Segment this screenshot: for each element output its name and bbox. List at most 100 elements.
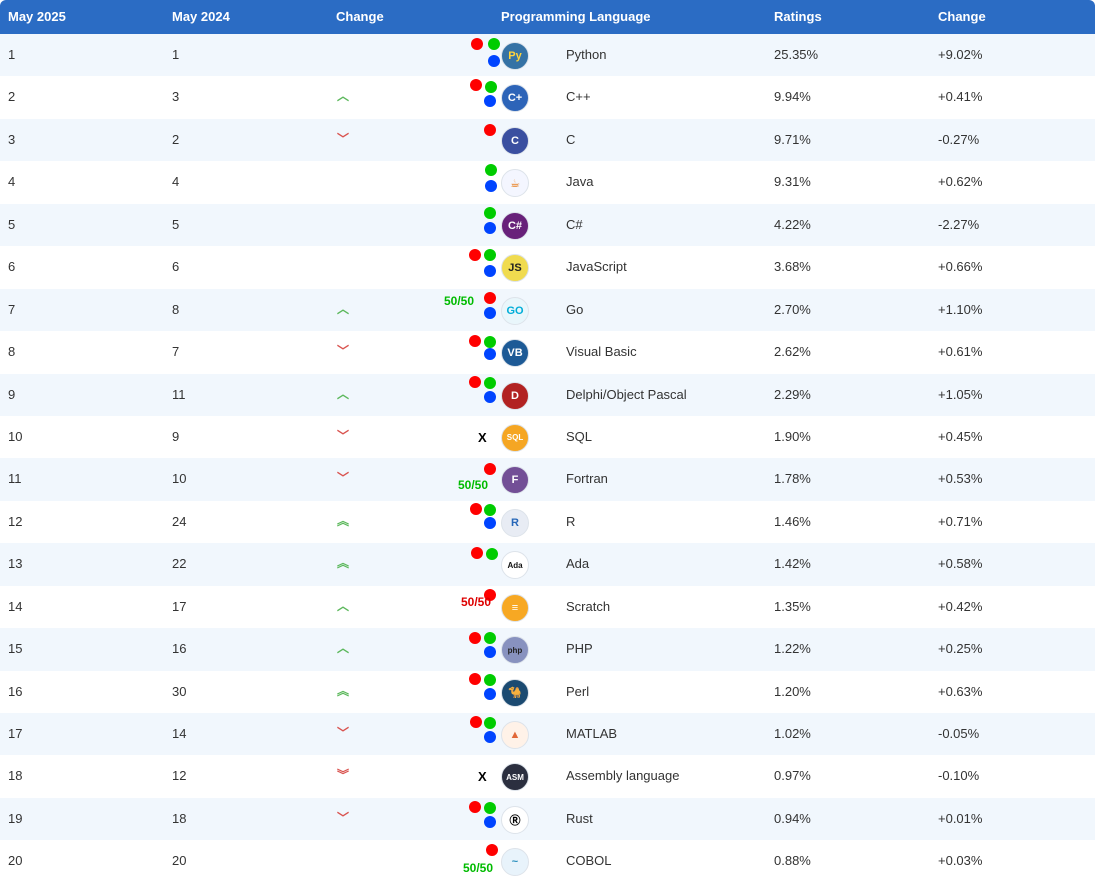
rating-change: +0.62%: [938, 174, 983, 190]
trend-down-icon: ﹀: [336, 428, 349, 443]
rank-previous: 8: [172, 301, 180, 317]
rating-change: +0.41%: [938, 89, 983, 105]
assembly-logo-icon: ASM: [501, 763, 529, 792]
c-logo-icon: C: [501, 126, 529, 155]
table-row[interactable]: 16 30 ︽ 🐪 Perl 1.20% +0.63%: [0, 671, 1095, 713]
java-logo-icon: ☕: [501, 169, 529, 198]
rating-value: 3.68%: [774, 259, 811, 275]
table-body: 1 1 Py Python 25.35% +9.02% 2 3 ︿ C+ C++ 9.94% +0.41…: [0, 34, 1095, 883]
table-row[interactable]: 12 24 ︽ R R 1.46% +0.71%: [0, 501, 1095, 543]
header-may-2024[interactable]: May 2024: [172, 9, 230, 24]
rank-current: 19: [8, 810, 23, 826]
rating-value: 1.20%: [774, 683, 811, 699]
rank-current: 8: [8, 344, 16, 360]
trend-up-icon: ︿: [336, 641, 349, 656]
rank-previous: 10: [172, 471, 187, 487]
rank-current: 3: [8, 131, 16, 147]
rating-change: -0.05%: [938, 726, 980, 741]
table-row[interactable]: 13 22 ︽ Ada Ada 1.42% +0.58%: [0, 543, 1095, 586]
trend-up-double-icon: ︽: [336, 683, 349, 698]
rating-value: 9.71%: [774, 131, 811, 147]
rank-current: 10: [8, 428, 23, 444]
rank-current: 5: [8, 216, 16, 232]
rank-previous: 1: [172, 47, 180, 62]
table-row[interactable]: 3 2 ﹀ C C 9.71% -0.27%: [0, 118, 1095, 162]
table-row[interactable]: 17 14 ﹀ ▲ MATLAB 1.02% -0.05%: [0, 713, 1095, 756]
header-ratings[interactable]: Ratings: [774, 9, 822, 24]
rating-value: 25.35%: [774, 47, 819, 62]
rank-current: 14: [8, 598, 23, 614]
rank-previous: 30: [172, 683, 187, 699]
rank-current: 1: [8, 47, 16, 62]
header-may-2025[interactable]: May 2025: [8, 9, 66, 24]
rank-previous: 3: [172, 89, 180, 105]
trend-up-double-icon: ︽: [336, 556, 349, 571]
delphi-logo-icon: D: [501, 381, 529, 410]
rank-previous: 6: [172, 259, 180, 275]
table-row[interactable]: 4 4 ☕ Java 9.31% +0.62%: [0, 161, 1095, 203]
table-row[interactable]: 6 6 JS JavaScript 3.68% +0.66%: [0, 246, 1095, 288]
language-name: PHP: [566, 641, 593, 657]
language-name: C++: [566, 89, 591, 105]
language-name: Ada: [566, 556, 590, 572]
rating-value: 1.22%: [774, 641, 811, 657]
rank-previous: 20: [172, 853, 187, 869]
language-name: Fortran: [566, 471, 608, 487]
table-row[interactable]: 10 9 ﹀ SQL SQL 1.90% +0.45%: [0, 416, 1095, 458]
table-row[interactable]: 1 1 Py Python 25.35% +9.02%: [0, 34, 1095, 77]
language-name: Rust: [566, 810, 593, 826]
rating-change: +0.42%: [938, 598, 983, 614]
trend-down-icon: ﹀: [336, 726, 349, 740]
table-row[interactable]: 19 18 ﹀ Ⓡ Rust 0.94% +0.01%: [0, 797, 1095, 841]
table-row[interactable]: 9 11 ︿ D Delphi/Object Pascal 2.29% +1.05%: [0, 373, 1095, 416]
rank-current: 20: [8, 853, 23, 869]
rating-value: 9.31%: [774, 174, 811, 190]
trend-up-double-icon: ︽: [336, 513, 349, 528]
rank-current: 12: [8, 513, 23, 529]
rank-previous: 16: [172, 641, 187, 657]
rating-value: 1.46%: [774, 513, 811, 529]
language-name: JavaScript: [566, 259, 627, 275]
rank-current: 11: [8, 471, 22, 487]
language-name: Java: [566, 174, 594, 190]
header-delta[interactable]: Change: [938, 9, 986, 24]
rank-current: 18: [8, 768, 23, 784]
rank-current: 13: [8, 556, 23, 572]
header-change[interactable]: Change: [336, 9, 384, 24]
table-row[interactable]: 18 12 ︾ ASM Assembly language 0.97% -0.10%: [0, 755, 1095, 797]
rank-current: 4: [8, 174, 16, 190]
rank-previous: 2: [172, 131, 180, 147]
rank-previous: 22: [172, 556, 187, 572]
language-name: Scratch: [566, 598, 611, 614]
rating-change: +0.71%: [938, 513, 983, 529]
trend-up-icon: ︿: [336, 301, 349, 316]
rating-value: 4.22%: [774, 216, 811, 232]
table-row[interactable]: 8 7 ﹀ VB Visual Basic 2.62% +0.61%: [0, 331, 1095, 373]
language-name: Visual Basic: [566, 344, 637, 360]
rank-current: 2: [8, 89, 16, 105]
table-row[interactable]: 20 20 ~ COBOL 0.88% +0.03%: [0, 840, 1095, 882]
table-row[interactable]: 14 17 ︿ ≡ Scratch 1.35% +0.42%: [0, 586, 1095, 628]
header-language[interactable]: Programming Language: [501, 9, 651, 24]
rank-current: 15: [8, 641, 23, 657]
csharp-logo-icon: C#: [501, 211, 529, 240]
language-name: SQL: [566, 428, 593, 444]
python-logo-icon: Py: [501, 42, 529, 70]
go-logo-icon: GO: [501, 296, 529, 325]
table-row[interactable]: 2 3 ︿ C+ C++ 9.94% +0.41%: [0, 76, 1095, 118]
table-row[interactable]: 15 16 ︿ php PHP 1.22% +0.25%: [0, 628, 1095, 671]
table-row[interactable]: 5 5 C# C# 4.22% -2.27%: [0, 203, 1095, 247]
table-row[interactable]: 11 10 ﹀ F Fortran 1.78% +0.53%: [0, 458, 1095, 501]
rating-change: -0.27%: [938, 131, 980, 147]
rank-previous: 9: [172, 428, 180, 444]
table-row[interactable]: 7 8 ︿ GO Go 2.70% +1.10%: [0, 288, 1095, 332]
rating-value: 1.78%: [774, 471, 811, 487]
cobol-logo-icon: ~: [501, 848, 529, 877]
language-name: R: [566, 513, 576, 529]
rank-previous: 18: [172, 810, 187, 826]
rating-change: +9.02%: [938, 47, 983, 62]
rank-current: 16: [8, 683, 23, 699]
rating-value: 1.90%: [774, 428, 811, 444]
rank-current: 6: [8, 259, 16, 275]
